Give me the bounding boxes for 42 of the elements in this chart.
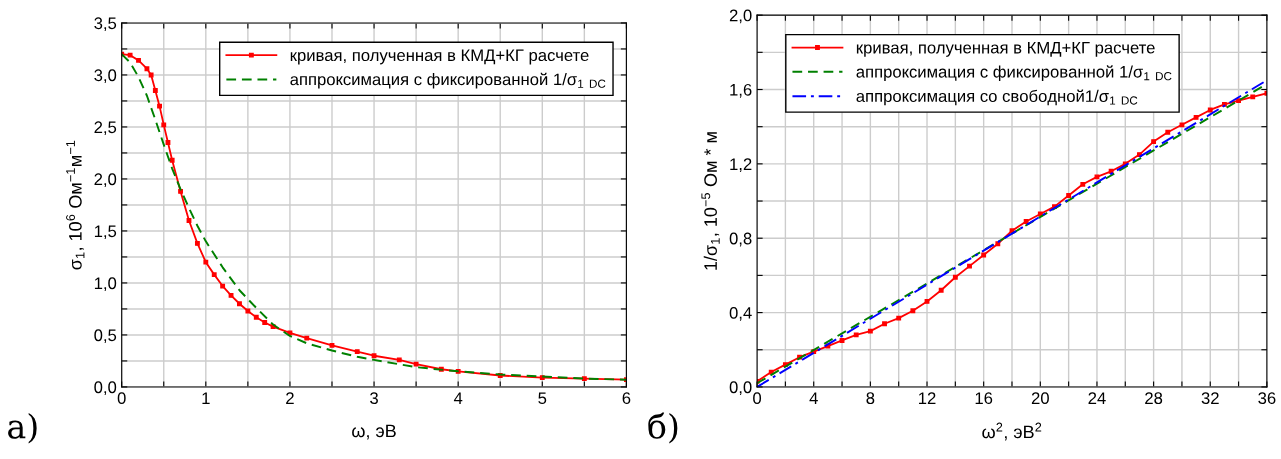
x-tick-label: 5 — [538, 392, 547, 405]
legend-label: кривая, полученная в КМД+КГ расчете — [856, 41, 1155, 57]
x-axis-title: ω, эВ — [352, 424, 396, 440]
y-tick-label: 1,6 — [730, 83, 752, 98]
x-tick-label: 12 — [919, 392, 936, 404]
x-tick-label: 4 — [453, 392, 463, 404]
x-tick-label: 0 — [753, 392, 762, 405]
x-tick-label: 16 — [975, 392, 993, 405]
y-tick-label: 2,0 — [729, 9, 752, 24]
y-axis-title: σ$_{1}$, 10$^{6}$ Ом$^{−1}$м$^{−1}$ — [66, 140, 85, 270]
y-tick-label: 2,0 — [94, 173, 117, 188]
text: а) — [8, 412, 37, 444]
legend-label: аппроксимация со свободной1/σ$_{1 DC}$ — [856, 89, 1138, 106]
x-tick-label: 24 — [1088, 392, 1106, 404]
x-axis-title: ω$^{2}$, эВ$^{2}$ — [982, 422, 1042, 441]
y-tick-label: 0,0 — [729, 381, 752, 396]
y-tick-label: 0,4 — [729, 306, 752, 321]
legend-label: аппроксимация с фиксированной 1/σ$_{1 DC}$ — [856, 65, 1172, 81]
y-tick-label: 2,5 — [94, 121, 117, 136]
x-tick-label: 0 — [117, 392, 126, 405]
y-tick-label: 1,2 — [730, 158, 752, 173]
y-tick-label: 0,0 — [94, 381, 117, 396]
legend-label: аппроксимация с фиксированной 1/σ$_{1 DC}$ — [290, 72, 606, 89]
text: б) — [648, 412, 678, 444]
y-tick-label: 1,0 — [94, 277, 117, 292]
y-axis-title: 1/σ$_{1}$, 10$^{−5}$ Ом * м — [701, 132, 720, 270]
y-tick-label: 1,5 — [94, 225, 117, 240]
legend-label: кривая, полученная в КМД+КГ расчете — [290, 49, 589, 65]
y-tick-label: 0,8 — [729, 232, 752, 247]
y-tick-label: 3,5 — [94, 17, 117, 32]
y-tick-label: 3,0 — [94, 69, 117, 84]
x-tick-label: 4 — [809, 392, 818, 404]
x-tick-label: 2 — [286, 392, 294, 404]
x-tick-label: 6 — [622, 392, 631, 405]
x-tick-label: 36 — [1258, 392, 1276, 405]
y-tick-label: 0,5 — [94, 329, 117, 344]
x-tick-label: 28 — [1145, 392, 1163, 405]
x-tick-label: 8 — [866, 392, 875, 405]
x-tick-label: 3 — [370, 392, 378, 405]
x-tick-label: 20 — [1031, 392, 1049, 405]
x-tick-label: 32 — [1201, 392, 1219, 405]
x-tick-label: 1 — [202, 392, 210, 404]
